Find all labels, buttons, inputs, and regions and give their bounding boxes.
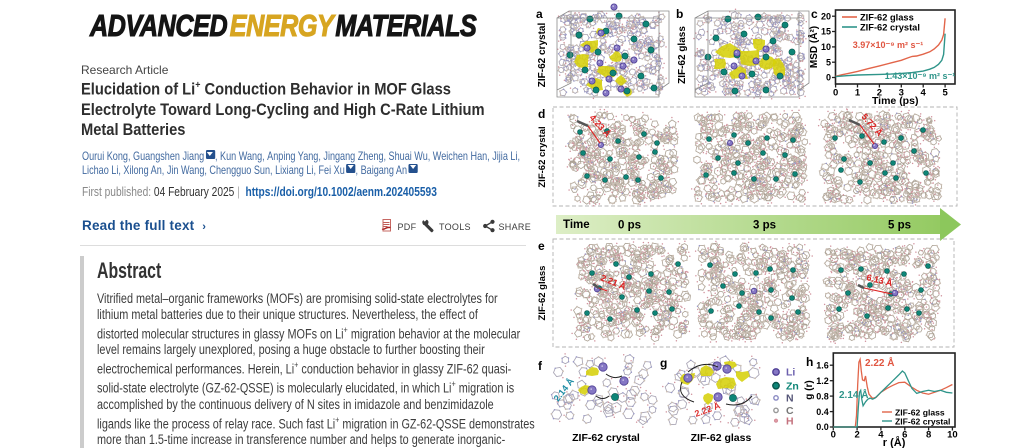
- svg-text:SHARE: SHARE: [499, 222, 532, 232]
- svg-text:0.8: 0.8: [816, 391, 829, 401]
- svg-text:0 ps: 0 ps: [618, 220, 641, 232]
- svg-text:6: 6: [902, 430, 907, 441]
- svg-text:g: g: [660, 356, 667, 370]
- svg-text:2.22 Å: 2.22 Å: [865, 356, 894, 369]
- svg-text:h: h: [806, 355, 813, 369]
- svg-text:Li: Li: [786, 367, 795, 379]
- svg-text:5: 5: [942, 88, 948, 99]
- svg-text:ZIF-62 glass: ZIF-62 glass: [895, 408, 945, 418]
- svg-text:1.43×10⁻⁹ m² s⁻¹: 1.43×10⁻⁹ m² s⁻¹: [885, 71, 956, 81]
- svg-text:5 ps: 5 ps: [888, 220, 911, 232]
- svg-text:ZIF-62 crystal: ZIF-62 crystal: [572, 432, 640, 444]
- svg-text:r (Å): r (Å): [883, 436, 906, 448]
- svg-text:3.97×10⁻⁹ m² s⁻¹: 3.97×10⁻⁹ m² s⁻¹: [853, 40, 924, 50]
- svg-text:g (r): g (r): [804, 380, 815, 399]
- svg-text:ZIF-62 glass: ZIF-62 glass: [860, 13, 914, 23]
- svg-text:0: 0: [833, 88, 838, 99]
- svg-text:10: 10: [821, 42, 831, 52]
- svg-text:b: b: [676, 7, 683, 21]
- svg-text:H: H: [786, 415, 794, 427]
- svg-text:3: 3: [899, 88, 904, 99]
- svg-text:1.2: 1.2: [816, 376, 829, 386]
- svg-text:2.14 Å: 2.14 Å: [839, 388, 868, 401]
- svg-text:f: f: [538, 359, 543, 373]
- svg-text:1: 1: [855, 88, 861, 99]
- svg-text:8: 8: [926, 430, 931, 441]
- svg-text:0.4: 0.4: [816, 407, 829, 417]
- svg-text:N: N: [786, 393, 794, 405]
- svg-text:3 ps: 3 ps: [753, 220, 776, 232]
- svg-text:2: 2: [854, 430, 859, 441]
- svg-text:c: c: [811, 7, 818, 21]
- svg-text:e: e: [538, 239, 545, 253]
- svg-text:ZIF-62 glass: ZIF-62 glass: [537, 266, 548, 321]
- svg-text:0: 0: [831, 430, 836, 441]
- svg-text:0.0: 0.0: [816, 422, 829, 432]
- svg-text:ZIF-62 glass: ZIF-62 glass: [677, 26, 688, 84]
- svg-text:4: 4: [921, 88, 927, 99]
- svg-text:2: 2: [877, 88, 882, 99]
- svg-text:0: 0: [826, 73, 831, 83]
- svg-text:ZIF-62 glass: ZIF-62 glass: [691, 432, 752, 444]
- svg-text:4: 4: [878, 430, 884, 441]
- svg-text:MSD (Å²): MSD (Å²): [807, 26, 820, 68]
- svg-text:d: d: [538, 107, 545, 121]
- svg-text:Time (ps): Time (ps): [872, 95, 918, 107]
- svg-text:15: 15: [821, 27, 831, 37]
- svg-text:PDF: PDF: [398, 222, 417, 232]
- svg-text:a: a: [536, 7, 543, 21]
- svg-text:10: 10: [947, 430, 958, 441]
- svg-text:ZIF-62 crystal: ZIF-62 crystal: [537, 126, 548, 187]
- svg-text:C: C: [786, 405, 794, 417]
- svg-text:20: 20: [821, 11, 831, 21]
- svg-text:Zn: Zn: [786, 380, 799, 392]
- svg-text:1.6: 1.6: [816, 360, 829, 370]
- svg-text:TOOLS: TOOLS: [439, 222, 471, 232]
- svg-text:ZIF-62 crystal: ZIF-62 crystal: [860, 23, 920, 33]
- svg-text:ZIF-62 crystal: ZIF-62 crystal: [537, 23, 548, 88]
- svg-text:ZIF-62 crystal: ZIF-62 crystal: [895, 417, 950, 427]
- svg-text:5: 5: [826, 57, 831, 67]
- svg-text:Time: Time: [563, 219, 590, 231]
